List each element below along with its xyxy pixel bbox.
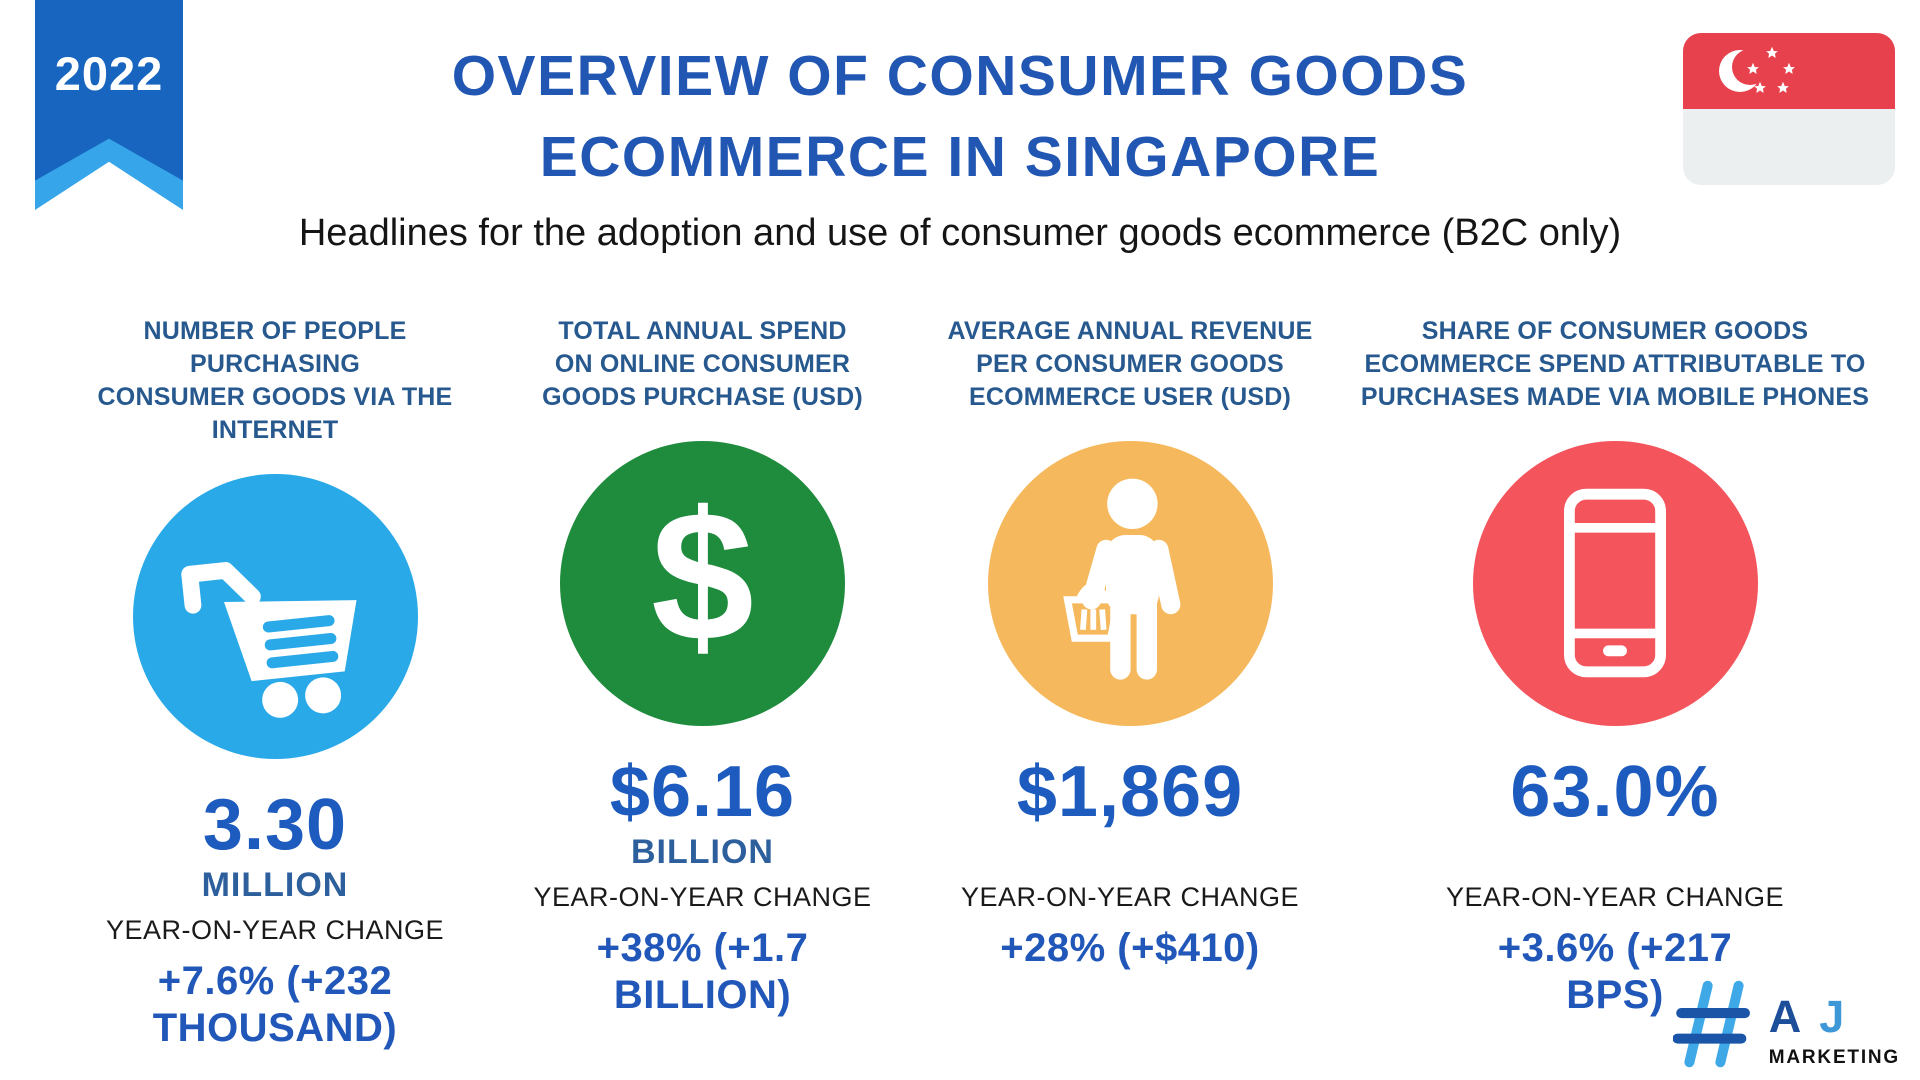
singapore-flag-icon xyxy=(1683,33,1895,185)
metric-value: $1,869 xyxy=(1016,751,1244,832)
metric-heading: NUMBER OF PEOPLE PURCHASING CONSUMER GOO… xyxy=(97,316,453,444)
metric-unit: MILLION xyxy=(201,865,349,904)
metric-heading: SHARE OF CONSUMER GOODS ECOMMERCE SPEND … xyxy=(1360,316,1870,411)
metric-icon-circle: $ xyxy=(560,440,845,726)
yoy-label: YEAR-ON-YEAR CHANGE xyxy=(960,881,1300,912)
metric-internet-purchasers: NUMBER OF PEOPLE PURCHASING CONSUMER GOO… xyxy=(55,315,495,1052)
yoy-change-value: +7.6% (+232 THOUSAND) xyxy=(152,958,398,1051)
metric-revenue-per-user: AVERAGE ANNUAL REVENUE PER CONSUMER GOOD… xyxy=(910,315,1350,1052)
logo-subname: MARKETING xyxy=(1768,1047,1900,1068)
hashtag-icon xyxy=(1672,980,1750,1068)
yoy-change-value: +3.6% (+217 BPS) xyxy=(1497,925,1733,1018)
logo-letter-a: A xyxy=(1768,991,1820,1042)
metric-unit xyxy=(910,828,1350,876)
logo-name: AJ xyxy=(1769,994,1900,1039)
mobile-phone-icon xyxy=(1564,489,1666,678)
metric-mobile-share: SHARE OF CONSUMER GOODS ECOMMERCE SPEND … xyxy=(1350,315,1880,1052)
metric-heading: TOTAL ANNUAL SPEND ON ONLINE CONSUMER GO… xyxy=(542,316,863,411)
metric-value: 63.0% xyxy=(1510,751,1720,832)
shopping-cart-icon xyxy=(181,562,357,719)
yoy-label: YEAR-ON-YEAR CHANGE xyxy=(533,881,872,912)
metric-unit xyxy=(1350,828,1880,876)
yoy-label: YEAR-ON-YEAR CHANGE xyxy=(1445,881,1785,912)
metric-value: $6.16 xyxy=(609,751,796,832)
metric-icon-circle xyxy=(987,440,1273,726)
yoy-label: YEAR-ON-YEAR CHANGE xyxy=(105,914,445,945)
year-badge: 2022 xyxy=(54,47,164,100)
metric-value: 3.30 xyxy=(202,784,348,865)
metric-unit: BILLION xyxy=(631,832,774,871)
metric-total-spend: TOTAL ANNUAL SPEND ON ONLINE CONSUMER GO… xyxy=(495,315,910,1052)
aj-marketing-logo: AJ MARKETING xyxy=(1672,978,1900,1070)
year-ribbon: 2022 xyxy=(35,0,183,210)
metric-icon-circle xyxy=(132,473,418,759)
page-subtitle: Headlines for the adoption and use of co… xyxy=(298,211,1622,254)
shopper-with-basket-icon xyxy=(1063,478,1181,680)
yoy-change-value: +38% (+1.7 BILLION) xyxy=(596,925,809,1018)
metric-icon-circle xyxy=(1472,440,1758,726)
dollar-icon: $ xyxy=(651,473,754,680)
logo-text: AJ MARKETING xyxy=(1769,978,1900,1069)
logo-letter-j: J xyxy=(1819,991,1863,1042)
metric-heading: AVERAGE ANNUAL REVENUE PER CONSUMER GOOD… xyxy=(947,316,1313,411)
page-title: OVERVIEW OF CONSUMER GOODS ECOMMERCE IN … xyxy=(451,44,1469,189)
metrics-row: NUMBER OF PEOPLE PURCHASING CONSUMER GOO… xyxy=(55,315,1920,1052)
yoy-change-value: +28% (+$410) xyxy=(1000,925,1260,970)
